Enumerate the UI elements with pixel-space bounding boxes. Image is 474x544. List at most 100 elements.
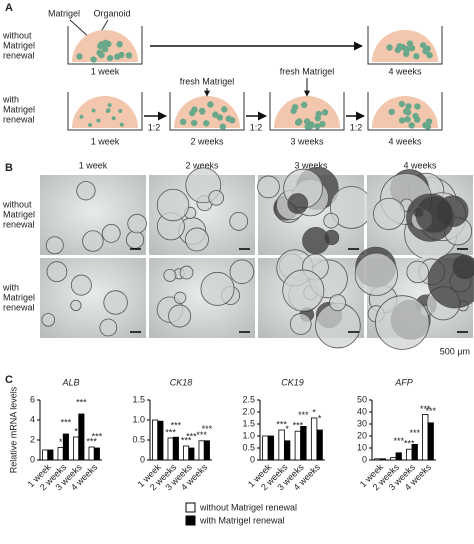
label: 500 μm [440,346,470,356]
y-tick-label: 0 [30,454,35,464]
matrigel-dome [72,96,138,128]
organoid-dot [304,123,311,130]
organoid-dot [422,122,429,129]
significance: *** [86,436,97,446]
organoid-dot [105,109,110,114]
bar [78,413,85,461]
label: 3 weeks [294,160,328,170]
bar [374,458,381,461]
significance: *** [293,421,304,431]
significance: *** [409,428,420,438]
organoid-dot [413,116,421,123]
organoid-dot [426,52,433,59]
organoid [70,299,82,311]
organoid-dot [107,103,112,108]
organoid-dot [96,118,101,123]
significance: * [318,413,322,423]
organoid-dot [91,108,96,113]
organoid [427,252,474,309]
bar [310,417,318,461]
organoid-dot [79,114,84,119]
label: 2 weeks [185,160,219,170]
label: 1 week [79,160,108,170]
bar [267,435,275,461]
organoid-dot [90,56,97,63]
organoid [82,230,104,252]
label: 4 weeks [403,160,437,170]
y-tick-label: 10 [357,442,367,452]
organoid [70,274,92,296]
bar [157,420,164,461]
y-axis-label: Relative mRNA levels [8,386,18,473]
dish-tray [169,92,245,131]
organoid [323,212,339,229]
organoid [45,236,64,255]
organoid-dot [321,109,329,116]
organoid-dot [398,100,406,108]
organoid-dot [422,47,429,55]
significance: *** [202,424,213,434]
organoid-dot [88,123,93,128]
bar [390,457,397,461]
dish-tray [67,26,143,65]
organoid [287,193,309,214]
chart-title: CK18 [170,377,193,387]
label: 3 weeks [290,136,324,146]
y-tick-label: 1.0 [132,414,145,424]
significance: *** [298,410,309,420]
label: Matrigel [3,104,35,114]
significance: *** [92,431,103,441]
organoid-dot [405,103,412,110]
label: with [2,94,19,104]
organoid-dot [225,115,232,122]
legend-swatch [185,502,196,513]
organoid-dot [111,116,116,121]
organoid-dot [116,41,123,48]
legend-swatch [185,515,196,526]
panel-label: A [5,2,13,14]
significance: *** [425,406,436,416]
organoid-dot [408,122,415,129]
bar [62,433,69,461]
organoid [229,259,255,284]
organoid-dot [219,123,227,130]
organoid [257,175,280,199]
label: Matrigel [48,8,80,18]
organoid-dot [221,106,228,113]
organoid [99,318,118,337]
label: 4 weeks [388,66,422,76]
organoid-dot [296,118,303,125]
organoid-dot [101,46,109,53]
bar [406,448,413,461]
organoid [282,269,325,312]
panel-label: C [5,374,13,386]
organoid [354,252,398,296]
bar [88,446,95,461]
organoid-dot [190,119,198,127]
bar [422,413,429,461]
bar [93,447,100,461]
significance: *** [76,397,87,407]
label: Organoid [93,8,130,18]
bar [73,436,80,461]
label: renewal [3,114,35,124]
organoid-dot [105,40,112,48]
organoid-dot [404,116,411,123]
dish-tray [367,26,443,65]
organoid-dot [118,51,125,59]
organoid [406,260,429,284]
organoid-dot [119,122,124,127]
y-tick-label: 0.5 [242,442,255,452]
organoid [103,290,128,315]
organoid [101,224,121,243]
bar [188,447,195,461]
organoid-dot [402,46,410,53]
y-tick-label: 2.5 [242,394,255,404]
label: renewal [3,219,35,229]
organoid-dot [404,109,412,116]
label: 1:2 [148,122,161,132]
organoid-dot [291,103,299,111]
significance: *** [181,435,192,445]
y-tick-label: 30 [357,418,367,428]
organoid [200,271,235,306]
